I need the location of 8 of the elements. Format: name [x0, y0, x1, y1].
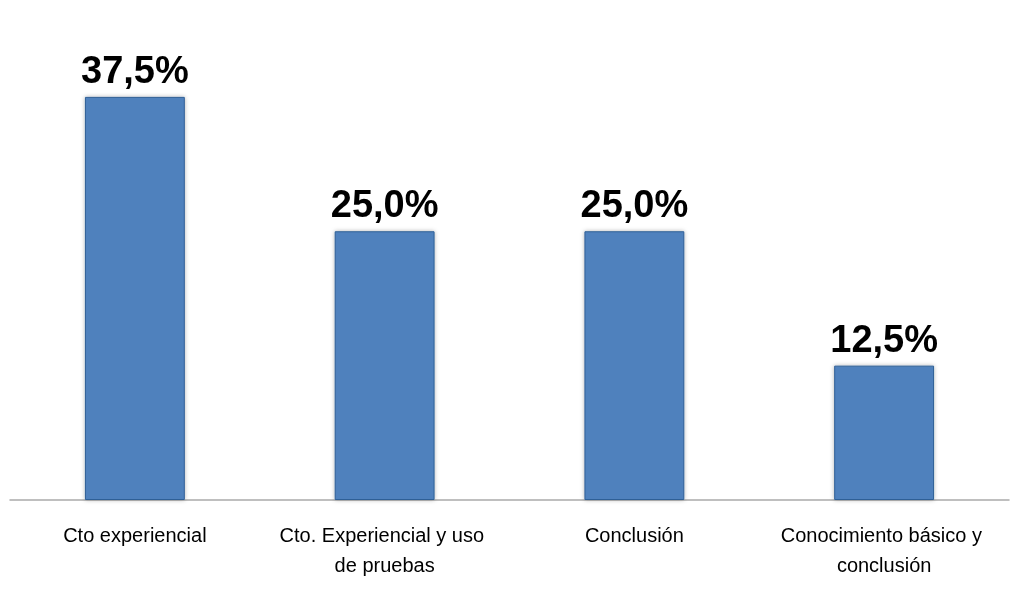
data-label: 12,5% [830, 317, 938, 360]
data-label: 25,0% [580, 183, 689, 226]
x-tick-label: Cto experiencial [63, 524, 207, 546]
x-tick-label: Cto. Experiencial y uso de pruebas [279, 524, 490, 576]
x-tick-label: Conocimiento básico y conclusión [780, 524, 988, 576]
data-label: 37,5% [81, 48, 189, 91]
x-tick-label: Conclusión [584, 524, 684, 546]
data-label: 25,0% [330, 183, 439, 226]
